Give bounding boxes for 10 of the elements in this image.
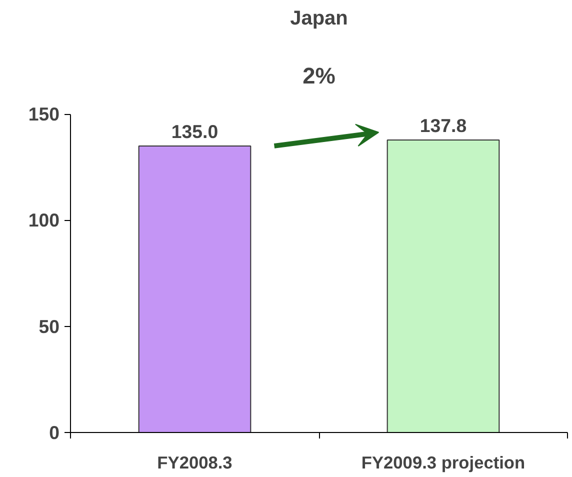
- y-tick-label: 50: [38, 316, 60, 337]
- data-label: 135.0: [171, 120, 218, 142]
- y-tick-label: 0: [49, 422, 60, 443]
- x-tick-label: FY2009.3 projection: [361, 452, 526, 472]
- data-label: 137.8: [420, 114, 467, 136]
- x-tick-label: FY2008.3: [157, 452, 233, 472]
- chart-title: Japan: [290, 8, 348, 30]
- y-tick-label: 150: [28, 104, 60, 125]
- y-tick-label: 100: [28, 210, 60, 231]
- text: 2%: [302, 62, 336, 89]
